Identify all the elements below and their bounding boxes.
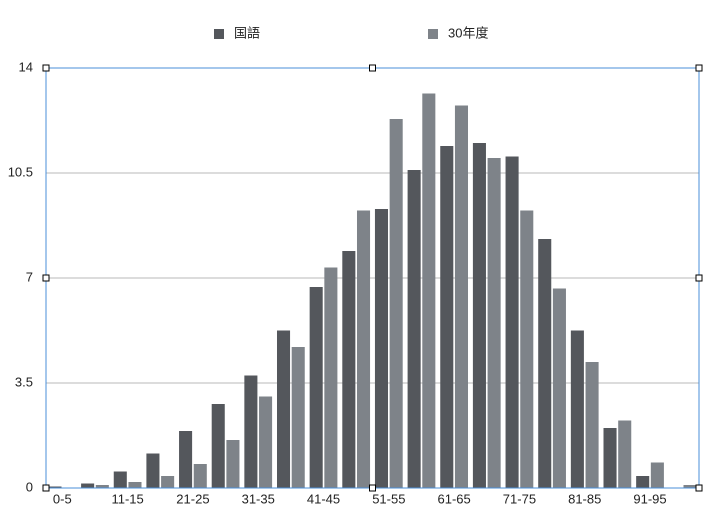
bar — [570, 330, 584, 488]
bar — [374, 209, 389, 488]
bar — [487, 158, 501, 488]
selection-handle — [42, 274, 50, 282]
bar — [650, 462, 664, 488]
x-tick-label: 51-55 — [372, 491, 405, 506]
bar — [585, 362, 599, 488]
selection-handle — [695, 64, 703, 72]
bar — [520, 210, 534, 488]
bar — [211, 404, 225, 488]
x-tick-label: 91-95 — [633, 491, 666, 506]
y-tick-label: 7 — [26, 269, 33, 284]
bar — [146, 453, 160, 488]
legend-label: 国語 — [234, 25, 260, 40]
bar — [324, 267, 338, 488]
bar — [440, 146, 454, 488]
bar — [603, 428, 617, 488]
x-tick-label: 0-5 — [53, 491, 72, 506]
selection-handle — [369, 484, 376, 492]
bar — [226, 440, 240, 488]
bar — [309, 287, 323, 488]
legend-swatch — [214, 29, 224, 39]
bar — [454, 105, 469, 488]
bar — [552, 288, 566, 488]
selection-handle — [695, 274, 703, 282]
x-tick-label: 31-35 — [242, 491, 275, 506]
bar — [179, 431, 193, 488]
bar — [342, 251, 356, 488]
bar — [389, 119, 403, 488]
bar — [683, 485, 697, 488]
selection-handle — [695, 484, 703, 492]
bar — [422, 93, 436, 488]
bar — [128, 482, 142, 488]
bar — [636, 476, 650, 488]
x-tick-label: 41-45 — [307, 491, 340, 506]
bar — [244, 375, 258, 488]
bar — [81, 483, 95, 488]
x-tick-label: 21-25 — [176, 491, 209, 506]
bar — [48, 486, 62, 488]
selection-handle — [42, 484, 50, 492]
x-tick-label: 61-65 — [438, 491, 471, 506]
bar — [291, 347, 305, 488]
bar — [259, 396, 273, 488]
bar — [618, 420, 632, 488]
bar — [472, 143, 486, 488]
x-tick-label: 11-15 — [111, 491, 143, 506]
selection-handle — [369, 64, 376, 72]
selection-handle — [42, 64, 50, 72]
y-tick-label: 10.5 — [8, 164, 33, 179]
x-tick-label: 71-75 — [503, 491, 536, 506]
bar — [113, 471, 127, 488]
bar — [356, 210, 371, 488]
bar — [276, 330, 291, 488]
legend-label: 30年度 — [448, 25, 488, 40]
bar — [505, 156, 519, 488]
y-tick-label: 0 — [26, 479, 33, 494]
bar — [193, 464, 207, 488]
bar — [538, 239, 552, 488]
bar — [95, 485, 109, 488]
y-tick-label: 3.5 — [15, 374, 33, 389]
x-tick-label: 81-85 — [568, 491, 601, 506]
y-tick-label: 14 — [19, 59, 33, 74]
bar — [407, 170, 421, 488]
bar — [161, 476, 175, 488]
legend-swatch — [428, 29, 438, 39]
